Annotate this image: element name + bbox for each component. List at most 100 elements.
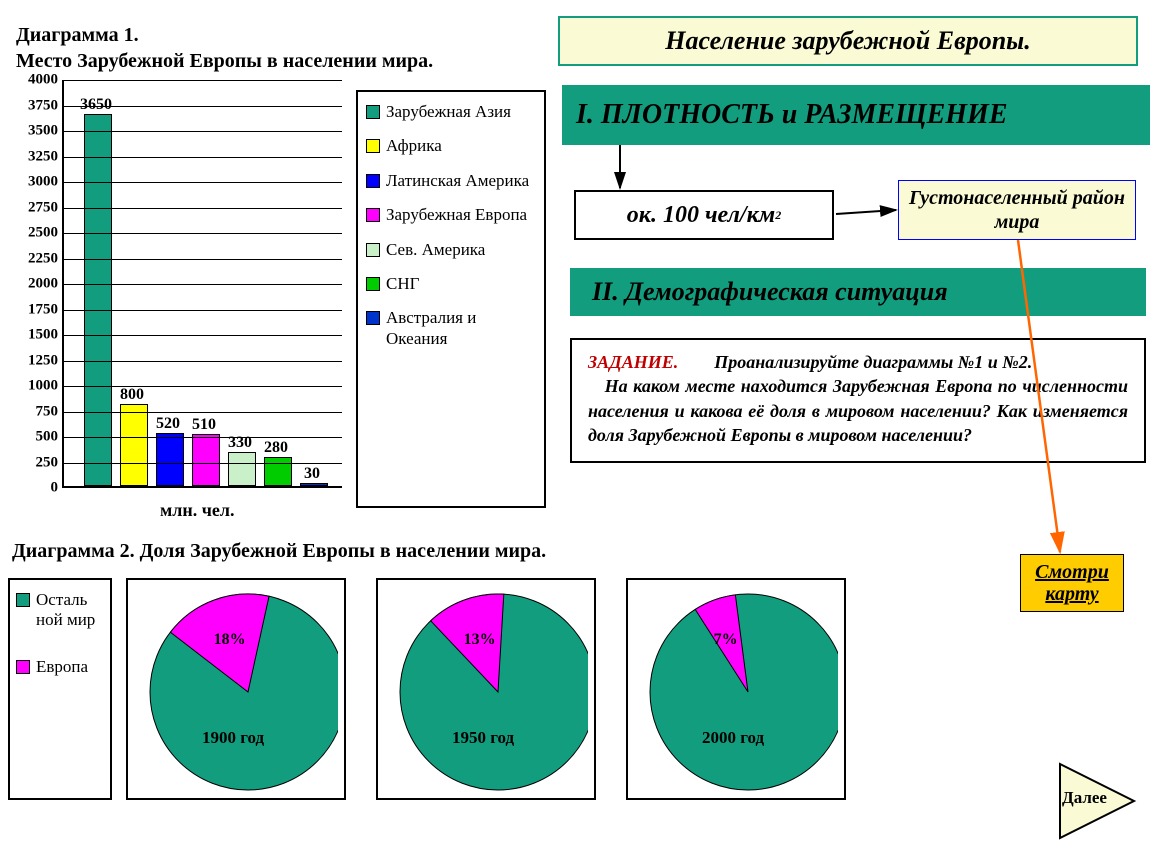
legend-item: Африка [366, 136, 536, 156]
bar-gridline [64, 463, 342, 464]
legend-swatch [366, 105, 380, 119]
bar-gridline [64, 361, 342, 362]
bar-ytick: 2500 [14, 225, 58, 242]
legend-item: СНГ [366, 274, 536, 294]
bar-gridline [64, 335, 342, 336]
pie-legend: Осталь ной мир Европа [8, 578, 112, 800]
bar-value-label: 520 [156, 415, 180, 433]
task-body: На каком месте находится Зарубежная Евро… [588, 376, 1128, 445]
legend-item: Сев. Америка [366, 240, 536, 260]
bar-ytick: 750 [14, 403, 58, 420]
legend-label: Европа [36, 657, 88, 677]
bar-gridline [64, 437, 342, 438]
pie-percent-label: 13% [464, 631, 496, 649]
bar-ytick: 1750 [14, 301, 58, 318]
legend-item: Австралия и Океания [366, 308, 536, 349]
legend-swatch [366, 139, 380, 153]
legend-swatch [366, 243, 380, 257]
bar-ytick: 2000 [14, 276, 58, 293]
bar-ytick: 1250 [14, 352, 58, 369]
bar-value-label: 280 [264, 439, 288, 457]
task-line1: Проанализируйте диаграммы №1 и №2. [714, 352, 1032, 372]
pie-percent-label: 18% [214, 631, 246, 649]
legend-swatch [16, 593, 30, 607]
bar-gridline [64, 412, 342, 413]
bar-legend: Зарубежная Азия Африка Латинская Америка За… [356, 90, 546, 508]
bar-gridline [64, 259, 342, 260]
pie-percent-label: 7% [714, 631, 738, 649]
bar [120, 404, 148, 486]
legend-item: Осталь ной мир [16, 590, 104, 631]
task-box: ЗАДАНИЕ. Проанализируйте диаграммы №1 и … [570, 338, 1146, 463]
dense-region-text: Густонаселенный район мира [899, 186, 1135, 234]
bar-value-label: 510 [192, 416, 216, 434]
bar-gridline [64, 182, 342, 183]
bar-gridline [64, 284, 342, 285]
bar-gridline [64, 386, 342, 387]
map-button-label: Смотри карту [1021, 561, 1123, 605]
legend-item: Зарубежная Европа [366, 205, 536, 225]
section1-heading: I. ПЛОТНОСТЬ и РАЗМЕЩЕНИЕ [562, 85, 1150, 145]
task-zadanie: ЗАДАНИЕ. [588, 352, 678, 372]
legend-label: Африка [386, 136, 442, 156]
bar-xaxis-label: млн. чел. [160, 500, 234, 521]
map-button[interactable]: Смотри карту [1020, 554, 1124, 612]
bar-ytick: 3500 [14, 123, 58, 140]
bar-ytick: 3750 [14, 97, 58, 114]
legend-label: Австралия и Океания [386, 308, 536, 349]
pie-year-label: 1900 год [202, 728, 264, 748]
density-sup: 2 [775, 208, 781, 223]
bar-value-label: 30 [304, 465, 320, 483]
bar [228, 452, 256, 486]
bar-gridline [64, 80, 342, 81]
legend-label: Осталь ной мир [36, 590, 104, 631]
legend-swatch [366, 277, 380, 291]
bar-gridline [64, 208, 342, 209]
diagram1-title: Диаграмма 1. Место Зарубежной Европы в н… [16, 22, 433, 74]
bar-value-label: 800 [120, 386, 144, 404]
bar-ytick: 250 [14, 454, 58, 471]
legend-label: СНГ [386, 274, 419, 294]
legend-label: Зарубежная Европа [386, 205, 527, 225]
dense-region-box: Густонаселенный район мира [898, 180, 1136, 240]
legend-swatch [366, 174, 380, 188]
bar-value-label: 3650 [80, 96, 112, 114]
legend-swatch [16, 660, 30, 674]
bar-ytick: 3250 [14, 148, 58, 165]
bar-gridline [64, 310, 342, 311]
bar-gridline [64, 233, 342, 234]
diagram2-title: Диаграмма 2. Доля Зарубежной Европы в на… [12, 540, 546, 563]
pie-chart: 13% 1950 год [376, 578, 596, 800]
legend-label: Зарубежная Азия [386, 102, 511, 122]
legend-swatch [366, 208, 380, 222]
density-box: ок. 100 чел/км2 [574, 190, 834, 240]
section1-label: I. ПЛОТНОСТЬ и РАЗМЕЩЕНИЕ [576, 99, 1008, 131]
legend-label: Латинская Америка [386, 171, 529, 191]
bar-ytick: 3000 [14, 174, 58, 191]
pie-svg [638, 586, 838, 798]
bar-ytick: 1500 [14, 327, 58, 344]
pie-year-label: 2000 год [702, 728, 764, 748]
bar-chart: 0250500750100012501500175020002250250027… [12, 80, 350, 520]
bar-value-label: 330 [228, 434, 252, 452]
pie-year-label: 1950 год [452, 728, 514, 748]
bar [84, 114, 112, 486]
bar-gridline [64, 157, 342, 158]
bar-ytick: 2750 [14, 199, 58, 216]
bar-ytick: 2250 [14, 250, 58, 267]
section2-heading: II. Демографическая ситуация [570, 268, 1146, 316]
diagram1-title-line1: Диаграмма 1. [16, 24, 139, 46]
density-value: ок. 100 чел/км [627, 202, 775, 229]
legend-label: Сев. Америка [386, 240, 485, 260]
next-button[interactable] [1052, 756, 1142, 846]
bar-ytick: 4000 [14, 72, 58, 89]
bar [300, 483, 328, 486]
pie-chart: 7% 2000 год [626, 578, 846, 800]
bar [192, 434, 220, 486]
page-header-text: Население зарубежной Европы. [665, 26, 1030, 56]
section2-label: II. Демографическая ситуация [592, 277, 948, 307]
bar-ytick: 1000 [14, 378, 58, 395]
bar-gridline [64, 131, 342, 132]
bar-ytick: 500 [14, 429, 58, 446]
page-header: Население зарубежной Европы. [558, 16, 1138, 66]
